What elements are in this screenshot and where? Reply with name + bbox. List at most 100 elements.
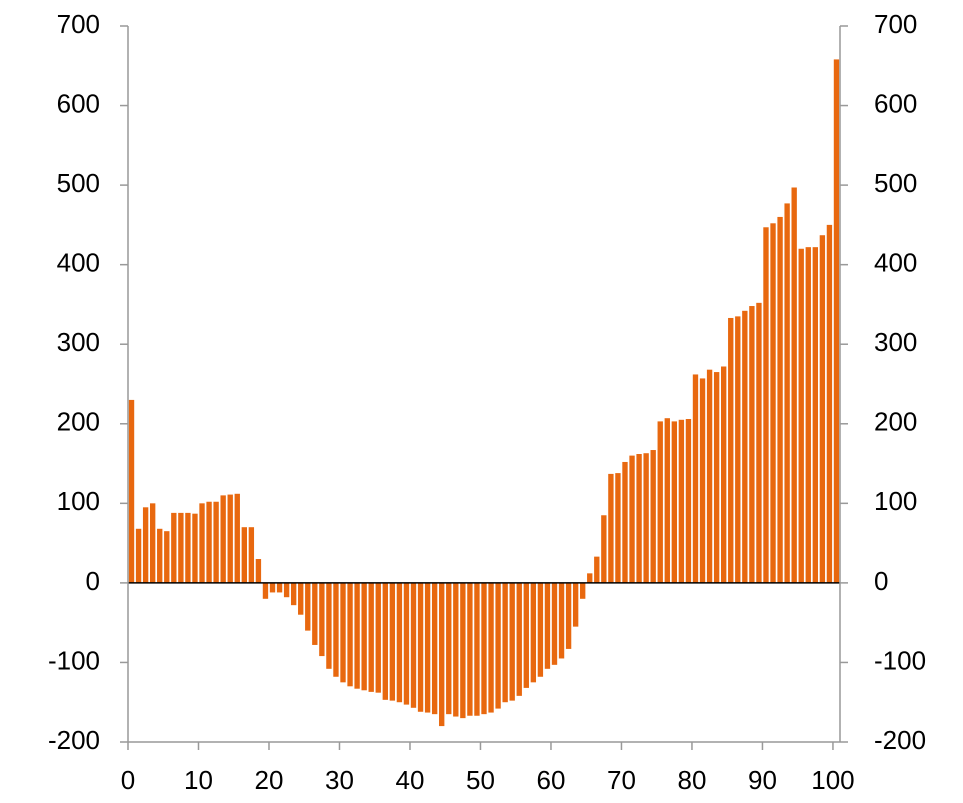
bar (206, 501, 212, 583)
bar (149, 503, 156, 583)
bar (481, 582, 487, 715)
bar (763, 227, 769, 583)
y-tick-label: 0 (86, 566, 100, 596)
x-tick-label: 50 (466, 765, 495, 795)
y2-tick-label: 200 (874, 407, 917, 437)
bar (544, 582, 551, 669)
bar (262, 582, 269, 599)
bar (410, 582, 417, 708)
bar (298, 582, 304, 615)
bar (439, 582, 445, 727)
bar (706, 369, 713, 583)
bar (396, 582, 403, 703)
bar (565, 582, 572, 649)
y2-tick-label: 0 (874, 566, 888, 596)
x-tick-label: 90 (748, 765, 777, 795)
bar (354, 582, 360, 689)
bar (164, 531, 170, 583)
bar (537, 582, 544, 677)
bar (389, 582, 396, 701)
bar (692, 374, 699, 583)
bar (629, 455, 635, 583)
y2-tick-label: 700 (874, 9, 917, 39)
bar (594, 556, 600, 583)
y-tick-label: 200 (57, 407, 100, 437)
bar (128, 399, 135, 583)
bar (453, 582, 459, 717)
bar (305, 582, 311, 631)
bar (241, 527, 247, 583)
bar (347, 582, 353, 687)
bar (587, 573, 593, 583)
bar (467, 582, 473, 716)
bar (213, 501, 219, 583)
bar (446, 582, 452, 715)
bar (403, 582, 410, 705)
y-tick-label: 500 (57, 168, 100, 198)
bar (572, 582, 579, 627)
bar (276, 582, 283, 593)
y-tick-label: 300 (57, 327, 100, 357)
bar (234, 493, 240, 583)
bar (361, 582, 367, 691)
bar (248, 527, 255, 583)
y2-tick-label: -100 (874, 645, 926, 675)
bar (636, 454, 642, 583)
y-tick-label: -200 (48, 725, 100, 755)
bar (756, 302, 762, 583)
bar (382, 582, 388, 700)
bar (417, 582, 424, 712)
bar (283, 582, 290, 598)
bar (678, 419, 685, 583)
y-tick-label: 100 (57, 486, 100, 516)
bar (558, 582, 565, 659)
bar (643, 453, 649, 583)
bar (798, 248, 804, 583)
y2-tick-label: 500 (874, 168, 917, 198)
bar (551, 582, 558, 665)
bar (826, 224, 833, 583)
x-tick-label: 10 (184, 765, 213, 795)
bar (777, 216, 783, 583)
bar (290, 582, 297, 606)
bar (502, 582, 508, 703)
bar (199, 503, 205, 583)
bar (770, 223, 776, 583)
bar (650, 450, 656, 583)
bar (135, 528, 142, 583)
y-tick-label: -100 (48, 645, 100, 675)
y2-tick-label: 100 (874, 486, 917, 516)
y-tick-label: 600 (57, 88, 100, 118)
x-tick-label: 20 (255, 765, 284, 795)
bar (812, 247, 819, 583)
bar (220, 495, 226, 583)
bar (833, 59, 840, 583)
bar (319, 582, 325, 657)
x-tick-label: 0 (121, 765, 135, 795)
bar (509, 582, 515, 701)
bar (488, 582, 494, 713)
bar (685, 419, 692, 583)
x-tick-label: 40 (396, 765, 425, 795)
bar (312, 582, 318, 645)
bar (671, 421, 678, 583)
bar (255, 559, 262, 583)
bar (523, 582, 529, 688)
bar (157, 528, 163, 583)
bar (340, 582, 346, 683)
bar (269, 582, 276, 593)
bar (657, 421, 663, 583)
bar (615, 473, 621, 583)
bar (474, 582, 480, 716)
x-tick-label: 70 (607, 765, 636, 795)
x-tick-label: 60 (537, 765, 566, 795)
y-tick-label: 400 (57, 248, 100, 278)
y2-tick-label: 300 (874, 327, 917, 357)
bar (171, 512, 177, 583)
bar (333, 582, 339, 677)
bar (608, 473, 614, 583)
bar (664, 418, 670, 583)
bar (601, 515, 607, 583)
bar (728, 317, 734, 583)
